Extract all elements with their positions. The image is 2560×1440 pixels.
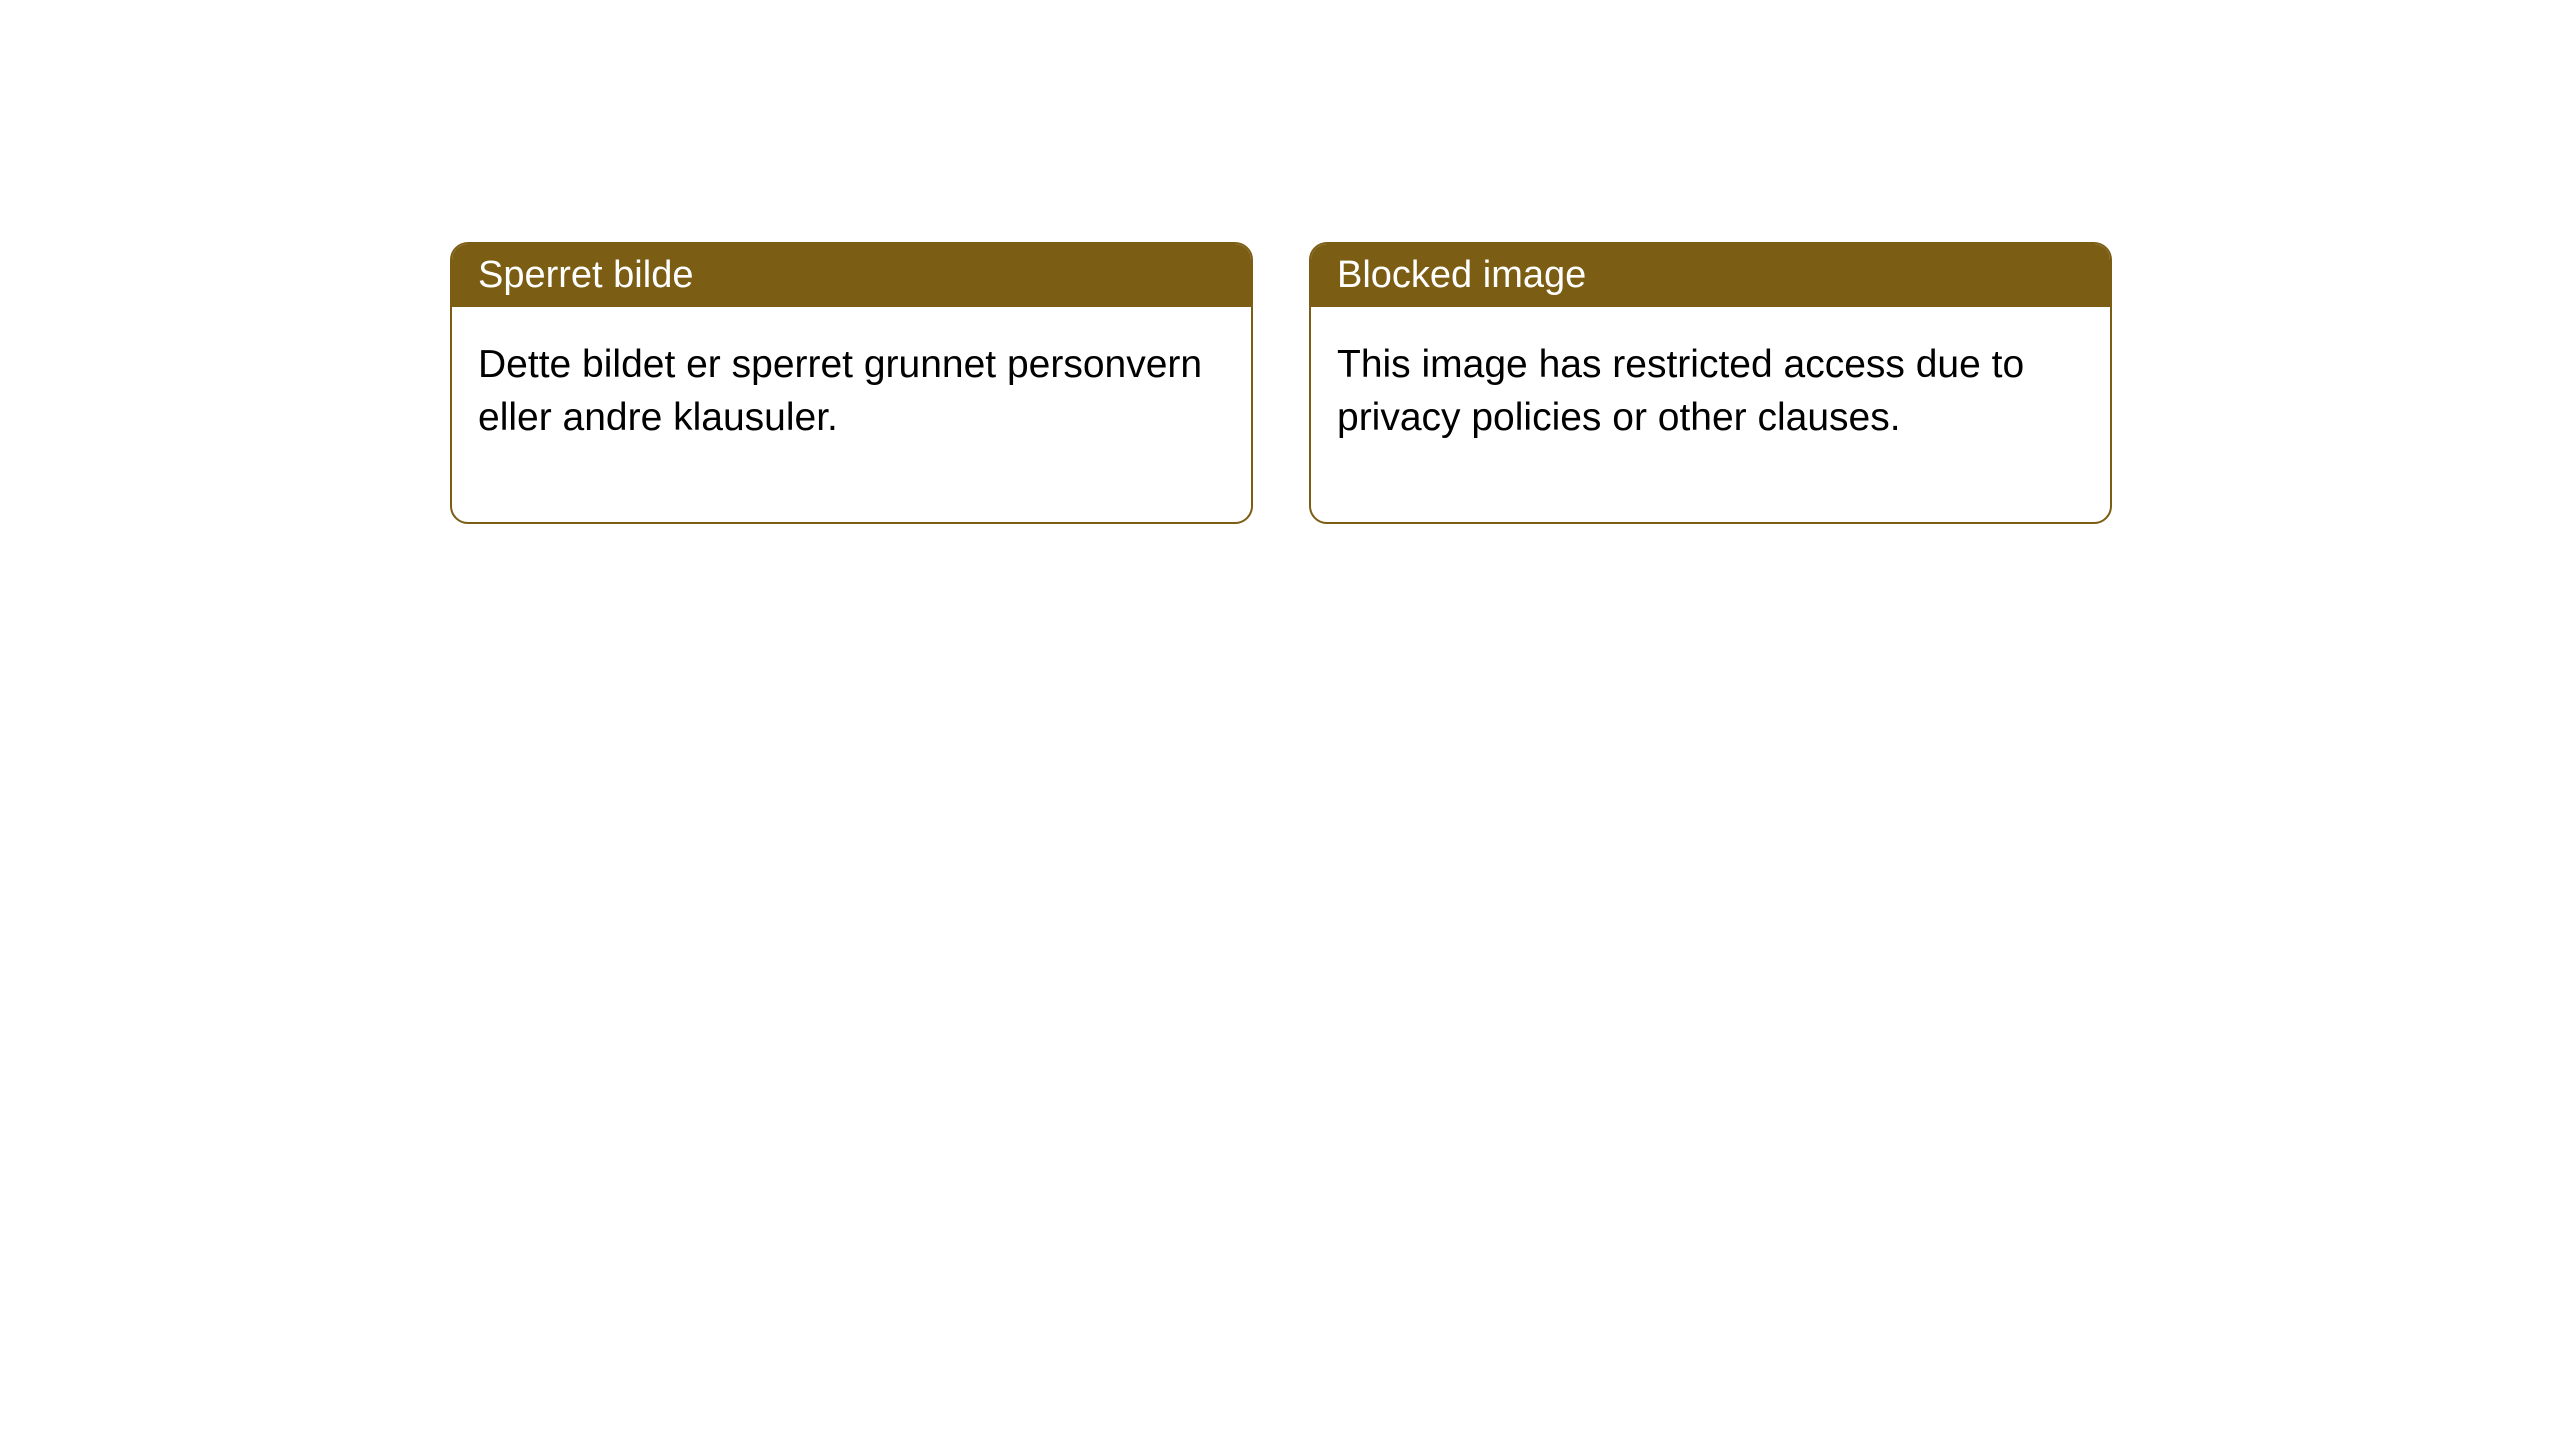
notice-body: This image has restricted access due to … <box>1311 307 2110 522</box>
notice-title: Blocked image <box>1337 254 1586 296</box>
notice-box-norwegian: Sperret bilde Dette bildet er sperret gr… <box>450 242 1253 524</box>
notice-header: Sperret bilde <box>452 244 1251 307</box>
notice-body-text: Dette bildet er sperret grunnet personve… <box>478 343 1202 439</box>
notice-box-english: Blocked image This image has restricted … <box>1309 242 2112 524</box>
notice-container: Sperret bilde Dette bildet er sperret gr… <box>450 242 2112 524</box>
notice-header: Blocked image <box>1311 244 2110 307</box>
notice-body: Dette bildet er sperret grunnet personve… <box>452 307 1251 522</box>
notice-body-text: This image has restricted access due to … <box>1337 343 2024 439</box>
notice-title: Sperret bilde <box>478 254 693 296</box>
